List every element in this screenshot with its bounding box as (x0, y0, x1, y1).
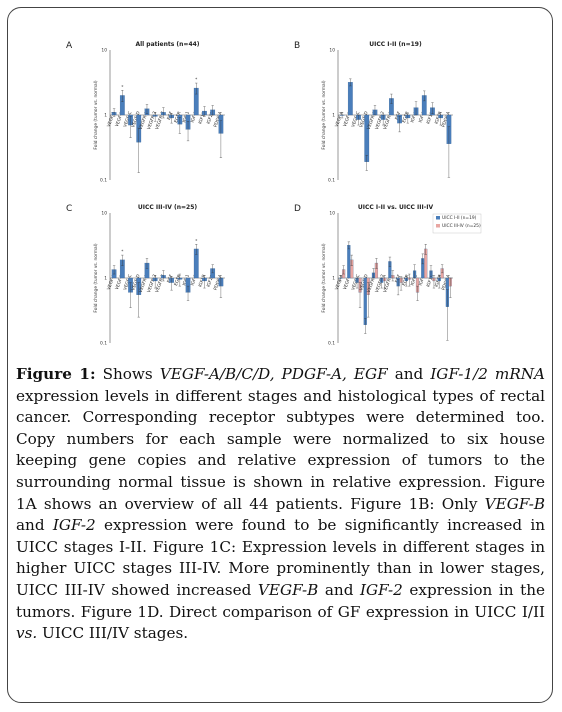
bar-chart: C UICC III-IV (n=25) Fold change (tumor vs… (66, 204, 225, 347)
legend-label: UICC I-II (n=19) (442, 215, 477, 221)
bar (347, 245, 351, 279)
x-tick-label: IGF-2 (190, 110, 200, 123)
y-tick-label: 0.1 (100, 178, 107, 184)
panel-b: B UICC I-II (n=19) Fold change (tumor vs. … (288, 32, 503, 187)
x-tick-label: PDGF-A (441, 111, 452, 129)
x-tick-label: IGF-2 (418, 273, 428, 286)
significance-marker: * (195, 77, 198, 83)
y-tick-label: 0.1 (328, 178, 335, 184)
bar (347, 82, 353, 116)
x-tick-label: VEGF-A (106, 274, 117, 291)
panel-title: UICC I-II (n=19) (369, 41, 422, 48)
panel-title: UICC I-II vs. UICC III-IV (358, 204, 434, 211)
panel-letter: A (66, 41, 73, 51)
caption-text: and (387, 365, 431, 383)
x-tick-label: IGF1R (197, 111, 207, 125)
caption-italic: VEGF-B (484, 494, 545, 513)
y-tick-label: 10 (101, 48, 107, 54)
x-tick-label: VEGF-A (334, 111, 345, 128)
panel-d: D UICC I-II vs. UICC III-IV Fold change (t… (288, 195, 503, 350)
legend-swatch (436, 224, 440, 228)
caption-text: expression levels in different stages an… (16, 386, 545, 513)
y-axis-label: Fold change (tumor vs. normal) (321, 80, 327, 149)
legend-label: UICC III-IV (n=25) (442, 223, 481, 229)
x-tick-label: PDGF-A (213, 111, 224, 129)
y-tick-label: 1 (332, 113, 335, 119)
panel-title: All patients (n=44) (135, 41, 199, 48)
caption-text: and (16, 516, 53, 535)
significance-marker: * (121, 249, 124, 255)
significance-marker: * (121, 84, 124, 90)
x-tick-label: VEGF-B (342, 274, 353, 291)
figure-frame (7, 7, 553, 703)
caption-italic: vs. (16, 624, 38, 643)
panel-c: C UICC III-IV (n=25) Fold change (tumor vs… (60, 195, 275, 350)
x-tick-label: IGF2R (205, 274, 215, 288)
caption-italic: VEGF-B (257, 580, 319, 599)
caption-italic: IGF-1/2 mRNA (430, 365, 546, 383)
caption-text: UICC III/IV stages. (37, 624, 189, 643)
x-tick-label: VEGF-D (130, 273, 142, 291)
bar (363, 277, 367, 325)
panel-letter: C (66, 204, 72, 214)
x-tick-label: VEGF-C (350, 111, 361, 128)
caption-text: expression were found to be significantl… (16, 516, 546, 599)
x-tick-label: IGF-2 (418, 110, 428, 123)
y-tick-label: 10 (329, 211, 335, 217)
caption-italic: IGF-2 (52, 516, 96, 535)
y-tick-label: 1 (104, 113, 107, 119)
x-tick-label: VEGF-A (106, 111, 117, 128)
caption-italic: VEGF-A/B/C/D, PDGF-A, EGF (159, 365, 388, 383)
y-tick-label: 0.1 (100, 341, 107, 347)
x-tick-label: IGF1R (425, 274, 435, 288)
x-tick-label: IGF-1 (409, 110, 419, 123)
y-axis-label: Fold change (tumor vs. normal) (93, 243, 99, 312)
panel-letter: D (294, 204, 301, 214)
panel-a: A All patients (n=44) Fold change (tumor v… (60, 32, 275, 187)
y-tick-label: 0.1 (328, 341, 335, 347)
figure-1: A All patients (n=44) Fold change (tumor v… (60, 32, 510, 350)
figure-caption: Figure 1: Shows VEGF-A/B/C/D, PDGF-A, EG… (16, 364, 545, 645)
panel-title: UICC III-IV (n=25) (138, 204, 198, 211)
x-tick-label: PDGF-A (213, 274, 224, 292)
x-tick-label: VEGF-B (114, 274, 125, 291)
x-tick-label: IGF-1 (409, 273, 419, 286)
x-tick-label: VEGF-B (342, 111, 353, 128)
caption-text: expression in the tumors. Figure 1D. Dir… (16, 580, 546, 621)
y-tick-label: 10 (101, 211, 107, 217)
caption-text: Shows (95, 365, 160, 383)
x-tick-label: VEGF-C (122, 274, 133, 291)
y-tick-label: 1 (332, 276, 335, 282)
x-tick-label: VEGF-D (358, 110, 370, 128)
x-tick-label: VEGF-B (114, 111, 125, 128)
x-tick-label: VEGF-D (130, 110, 142, 128)
legend-swatch (436, 216, 440, 220)
caption-text: and (318, 580, 361, 599)
x-tick-label: VEGF-C (122, 111, 133, 128)
x-tick-label: IGF1R (425, 111, 435, 125)
y-tick-label: 10 (329, 48, 335, 54)
bar-chart: B UICC I-II (n=19) Fold change (tumor vs. … (294, 41, 453, 184)
caption-label: Figure 1: (16, 365, 96, 383)
x-tick-label: IGF2R (205, 111, 215, 125)
caption-italic: IGF-2 (360, 580, 403, 599)
legend-box (432, 213, 482, 234)
y-axis-label: Fold change (tumor vs. normal) (321, 243, 327, 312)
significance-marker: * (195, 238, 198, 244)
bar-chart: D UICC I-II vs. UICC III-IV Fold change (t… (294, 204, 482, 347)
y-axis-label: Fold change (tumor vs. normal) (93, 80, 99, 149)
x-tick-label: VEGF-A (334, 274, 345, 291)
panel-letter: B (294, 41, 300, 51)
bar-chart: A All patients (n=44) Fold change (tumor v… (66, 41, 225, 184)
y-tick-label: 1 (104, 276, 107, 282)
x-tick-label: IGF-2 (190, 273, 200, 286)
x-tick-label: EGFR (173, 274, 183, 287)
